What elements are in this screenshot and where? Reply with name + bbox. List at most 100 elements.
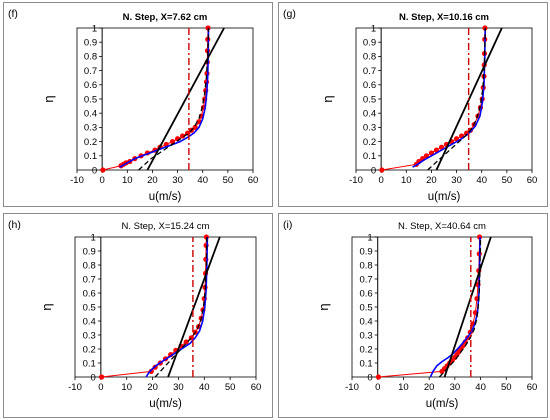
y-tick-label: 0.9 xyxy=(363,38,376,49)
chart-title: N. Step, X=7.62 cm xyxy=(123,12,208,23)
y-tick-label: 0.1 xyxy=(84,151,97,162)
y-tick-label: 0.3 xyxy=(84,123,97,134)
y-tick-label: 0.6 xyxy=(363,80,376,91)
y-tick-label: 0.1 xyxy=(83,358,96,369)
x-tick-label: 60 xyxy=(251,382,262,393)
chart-panel: 0 0.1 0.2 0.3 0.4 0.5 0.6 0.7 0.8 0.9 1 -10 0 10 20 30 4… xyxy=(278,2,548,207)
y-tick-label: 0.5 xyxy=(359,302,372,313)
plot-area xyxy=(76,27,254,171)
y-tick-label: 1 xyxy=(91,232,96,243)
x-tick-label: 30 xyxy=(451,175,462,186)
y-tick-label: 0.4 xyxy=(83,316,96,327)
y-tick-label: 0 xyxy=(91,372,96,383)
series-line-dashed xyxy=(438,236,482,378)
panel-frame xyxy=(278,213,548,418)
panel-label: (h) xyxy=(8,219,21,231)
y-tick-label: 0.5 xyxy=(363,94,376,105)
y-tick-label: 0.5 xyxy=(83,302,96,313)
y-tick-label: 0 xyxy=(367,372,372,383)
y-axis-label: η xyxy=(320,95,335,102)
y-tick-label: 0.9 xyxy=(359,246,372,257)
data-point xyxy=(183,339,189,345)
x-tick-label: 40 xyxy=(475,382,486,393)
y-tick-label: 0.5 xyxy=(84,94,97,105)
y-tick-label: 0.6 xyxy=(359,288,372,299)
x-tick-label: 20 xyxy=(426,175,437,186)
chart-panel: 0 0.1 0.2 0.3 0.4 0.5 0.6 0.7 0.8 0.9 1 -10 0 10 20 30 4… xyxy=(278,213,548,418)
x-tick-label: 40 xyxy=(199,382,210,393)
chart-title: N. Step, X=10.16 cm xyxy=(399,12,489,23)
y-tick-label: 0.4 xyxy=(359,316,372,327)
y-tick-label: 0.8 xyxy=(359,260,372,271)
x-tick-label: 10 xyxy=(122,175,133,186)
y-tick-label: 0.7 xyxy=(83,274,96,285)
x-tick-label: 10 xyxy=(398,382,409,393)
x-tick-label: 50 xyxy=(502,175,513,186)
x-axis-label: u(m/s) xyxy=(149,191,182,203)
x-tick-label: 60 xyxy=(527,175,538,186)
y-tick-label: 0.3 xyxy=(83,330,96,341)
x-tick-label: 40 xyxy=(476,175,487,186)
data-point xyxy=(100,167,106,173)
x-tick-label: 20 xyxy=(147,175,158,186)
x-axis-label: u(m/s) xyxy=(426,398,459,410)
data-point xyxy=(148,368,154,374)
x-tick-label: 0 xyxy=(375,382,380,393)
x-tick-label: 50 xyxy=(501,382,512,393)
series-line-blue xyxy=(412,27,487,168)
panel-frame xyxy=(3,213,273,418)
y-tick-label: 0.2 xyxy=(363,137,376,148)
series-line-blue xyxy=(119,27,210,168)
x-tick-label: 0 xyxy=(98,382,103,393)
x-tick-label: 50 xyxy=(223,175,234,186)
y-tick-label: 0.1 xyxy=(363,151,376,162)
y-tick-label: 0.3 xyxy=(359,330,372,341)
y-tick-label: 0 xyxy=(371,165,376,176)
y-tick-label: 0.9 xyxy=(84,38,97,49)
chart-panel: 0 0.1 0.2 0.3 0.4 0.5 0.6 0.7 0.8 0.9 1 -10 0 10 20 30 4… xyxy=(3,2,273,207)
y-tick-label: 0.7 xyxy=(359,274,372,285)
x-tick-label: 20 xyxy=(147,382,158,393)
y-tick-label: 0.4 xyxy=(84,109,97,120)
y-tick-label: 1 xyxy=(92,23,97,34)
x-tick-label: 30 xyxy=(173,382,184,393)
panel-label: (g) xyxy=(283,8,296,20)
y-tick-label: 0.2 xyxy=(84,137,97,148)
x-tick-label: 50 xyxy=(225,382,236,393)
y-tick-label: 0.8 xyxy=(84,52,97,63)
y-tick-label: 0.2 xyxy=(83,344,96,355)
x-tick-label: -10 xyxy=(349,175,363,186)
x-tick-label: 30 xyxy=(450,382,461,393)
x-tick-label: 20 xyxy=(424,382,435,393)
series-line-dashed xyxy=(427,27,486,171)
series-line-black xyxy=(443,236,492,378)
y-tick-label: 0.6 xyxy=(84,80,97,91)
y-tick-label: 0.3 xyxy=(363,123,376,134)
chart-panel: 0 0.1 0.2 0.3 0.4 0.5 0.6 0.7 0.8 0.9 1 -10 0 10 20 30 4… xyxy=(3,213,273,418)
plot-area xyxy=(355,27,533,171)
y-tick-label: 0.8 xyxy=(363,52,376,63)
y-tick-label: 0.4 xyxy=(363,109,376,120)
y-tick-label: 0.8 xyxy=(83,260,96,271)
panel-label: (i) xyxy=(283,219,292,231)
y-axis-label: η xyxy=(39,303,54,310)
y-tick-label: 0.7 xyxy=(84,66,97,77)
panel-label: (f) xyxy=(8,8,18,20)
data-point xyxy=(192,124,198,130)
x-tick-label: -10 xyxy=(68,382,82,393)
x-tick-label: -10 xyxy=(345,382,359,393)
x-tick-label: 60 xyxy=(248,175,259,186)
x-tick-label: -10 xyxy=(70,175,84,186)
data-point xyxy=(375,374,382,380)
y-axis-label: η xyxy=(41,95,56,102)
x-tick-label: 10 xyxy=(401,175,412,186)
x-tick-label: 10 xyxy=(121,382,132,393)
y-axis-label: η xyxy=(316,303,331,310)
y-tick-label: 0.6 xyxy=(83,288,96,299)
panel-frame xyxy=(278,2,548,207)
data-point xyxy=(99,374,105,380)
y-tick-label: 0.2 xyxy=(359,344,372,355)
series-line-blue xyxy=(145,236,209,378)
x-tick-label: 0 xyxy=(378,175,383,186)
